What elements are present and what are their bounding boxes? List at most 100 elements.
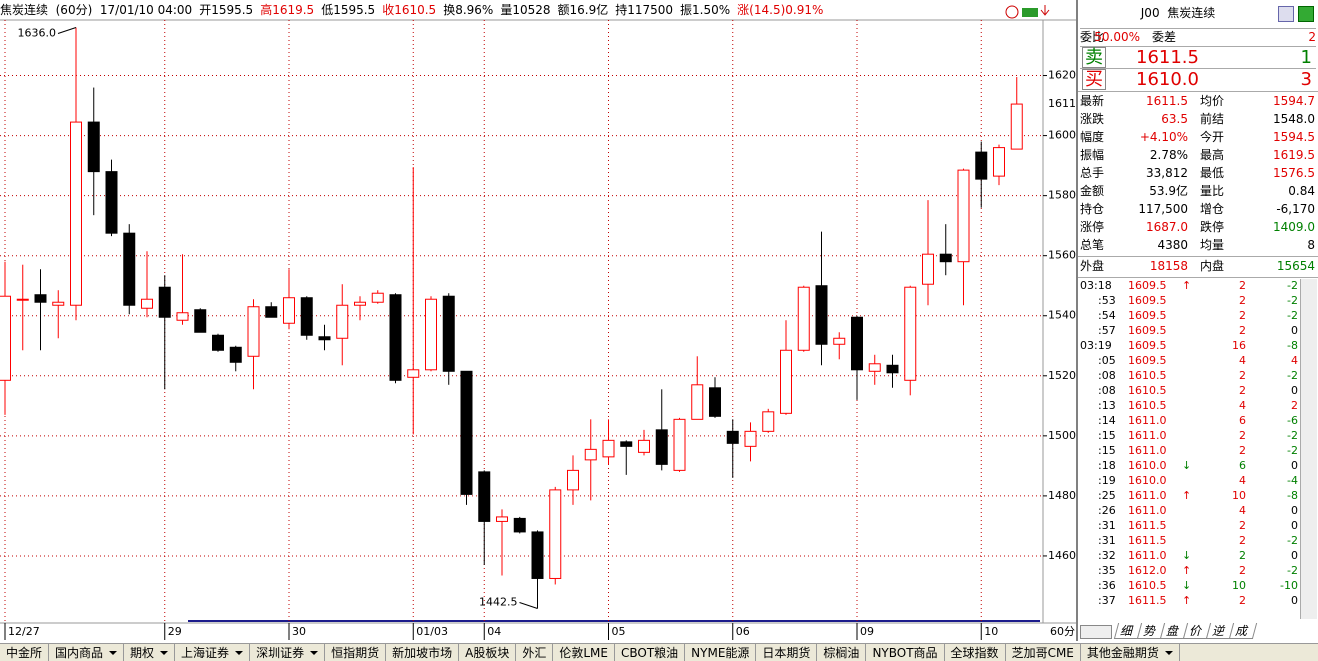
candle-body xyxy=(141,298,153,309)
candle-body xyxy=(602,439,615,458)
side-tab[interactable]: 成 xyxy=(1228,623,1258,639)
stat-label: 今开 xyxy=(1200,130,1225,144)
stat-label: 振幅 xyxy=(1080,148,1105,162)
market-tab[interactable]: 棕榈油 xyxy=(817,644,867,661)
stat-label: 跌停 xyxy=(1200,220,1225,234)
candle-body xyxy=(993,147,1005,177)
market-tab[interactable]: 深圳证券 xyxy=(250,644,326,661)
x-tick-label: 10 xyxy=(984,625,998,638)
period-label: 60分 xyxy=(1050,625,1075,638)
tick-price: 1611.5 xyxy=(1128,534,1167,547)
market-tab[interactable]: 伦敦LME xyxy=(553,644,615,661)
tool-icon[interactable] xyxy=(1022,8,1038,17)
market-tab[interactable]: A股板块 xyxy=(459,644,517,661)
tick-change: -2 xyxy=(1287,534,1298,547)
tick-row: :15 1611.0 2 -2 xyxy=(1080,443,1298,458)
panel-icon[interactable] xyxy=(1278,6,1294,22)
header-item: 焦炭连续 (60分) 17/01/10 04:00 xyxy=(0,3,193,17)
header-item: 收1610.5 xyxy=(382,3,437,17)
tick-change: 0 xyxy=(1291,324,1298,337)
tab-label: 国内商品 xyxy=(55,646,104,660)
stat-value: 117,500 xyxy=(1138,202,1188,216)
candle-body xyxy=(194,309,207,333)
tick-volume: 2 xyxy=(1239,324,1246,337)
tick-volume: 2 xyxy=(1239,294,1246,307)
candle-body xyxy=(762,411,775,432)
candle-body xyxy=(478,471,491,522)
market-tab[interactable]: 新加坡市场 xyxy=(386,644,460,661)
tick-volume: 2 xyxy=(1239,429,1246,442)
market-tab[interactable]: 日本期货 xyxy=(756,644,818,661)
down-icon[interactable] xyxy=(1040,5,1050,16)
tick-change: 0 xyxy=(1291,549,1298,562)
tick-change: 0 xyxy=(1291,459,1298,472)
buy-row: 买 1610.0 3 xyxy=(1080,68,1316,90)
tick-row: :18 1610.0 ↓ 6 0 xyxy=(1080,458,1298,473)
market-tab[interactable]: 全球指数 xyxy=(945,644,1006,661)
market-tab[interactable]: 中金所 xyxy=(0,644,50,661)
header-item: 额16.9亿 xyxy=(557,3,609,17)
tick-volume: 10 xyxy=(1232,579,1246,592)
tick-row: :32 1611.0 ↓ 2 0 xyxy=(1080,548,1298,563)
panel-icon[interactable] xyxy=(1298,6,1314,22)
market-tab[interactable]: CBOT粮油 xyxy=(615,644,686,661)
tick-volume: 16 xyxy=(1232,339,1246,352)
tick-time: :35 xyxy=(1098,564,1116,577)
candle-body xyxy=(975,151,988,180)
header-item: 涨(14.5)0.91% xyxy=(737,3,824,17)
market-tab[interactable]: 国内商品 xyxy=(49,644,125,661)
stat-value: -6,170 xyxy=(1276,202,1315,216)
y-tick-label: 1460 xyxy=(1048,549,1076,562)
market-tab[interactable]: NYME能源 xyxy=(685,644,757,661)
tick-arrow: ↑ xyxy=(1182,489,1192,502)
tick-change: -4 xyxy=(1287,474,1298,487)
tick-change: 4 xyxy=(1291,354,1298,367)
candle-body xyxy=(52,301,65,306)
market-tab[interactable]: 外汇 xyxy=(516,644,554,661)
market-tab[interactable]: 期权 xyxy=(124,644,176,661)
x-tick-label: 05 xyxy=(612,625,626,638)
candle-body xyxy=(584,448,597,461)
y-tick-label: 1620 xyxy=(1048,69,1076,82)
candle-body xyxy=(886,364,899,374)
tick-time: :25 xyxy=(1098,489,1116,502)
tick-row: :36 1610.5 ↓ 10 -10 xyxy=(1080,578,1298,593)
candle-body xyxy=(123,232,136,306)
tick-price: 1610.0 xyxy=(1128,459,1167,472)
panel-title: J00 焦炭连续 xyxy=(1078,4,1278,21)
tick-row: :08 1610.5 2 -2 xyxy=(1080,368,1298,383)
y-tick-label: 1480 xyxy=(1048,489,1076,502)
tick-arrow: ↓ xyxy=(1182,549,1192,562)
clock-icon[interactable] xyxy=(1005,5,1019,19)
market-tab[interactable]: NYBOT商品 xyxy=(866,644,945,661)
market-tab[interactable]: 恒指期货 xyxy=(325,644,387,661)
market-tab[interactable]: 芝加哥CME xyxy=(1006,644,1081,661)
stat-value: 1611.5 xyxy=(1146,94,1188,108)
candle-body xyxy=(283,297,295,324)
candle-body xyxy=(620,441,633,447)
tick-arrow: ↓ xyxy=(1182,579,1192,592)
tab-menu-arrow xyxy=(235,651,244,655)
stat-label: 内盘 xyxy=(1200,259,1225,273)
stat-label: 最高 xyxy=(1200,148,1225,162)
tick-change: -6 xyxy=(1287,414,1298,427)
candle-body xyxy=(496,516,508,522)
candle-body xyxy=(868,363,881,372)
stat-value: 18158 xyxy=(1149,259,1188,273)
tick-change: -8 xyxy=(1287,339,1298,352)
tick-row: :25 1611.0 ↑ 10 -8 xyxy=(1080,488,1298,503)
candle-body xyxy=(0,295,11,381)
market-tab[interactable]: 上海证券 xyxy=(175,644,251,661)
tick-change: -10 xyxy=(1280,579,1298,592)
stat-label: 最低 xyxy=(1200,166,1225,180)
scrollbar[interactable] xyxy=(1300,279,1317,619)
tick-price: 1611.0 xyxy=(1128,504,1167,517)
tick-row: :35 1612.0 ↑ 2 -2 xyxy=(1080,563,1298,578)
tick-price: 1610.5 xyxy=(1128,579,1167,592)
market-tab[interactable]: 其他金融期货 xyxy=(1081,644,1180,661)
candle-body xyxy=(673,418,686,471)
candle-body xyxy=(105,171,118,234)
tab-label: 全球指数 xyxy=(950,646,999,660)
scroll-buttons[interactable] xyxy=(1080,625,1112,639)
